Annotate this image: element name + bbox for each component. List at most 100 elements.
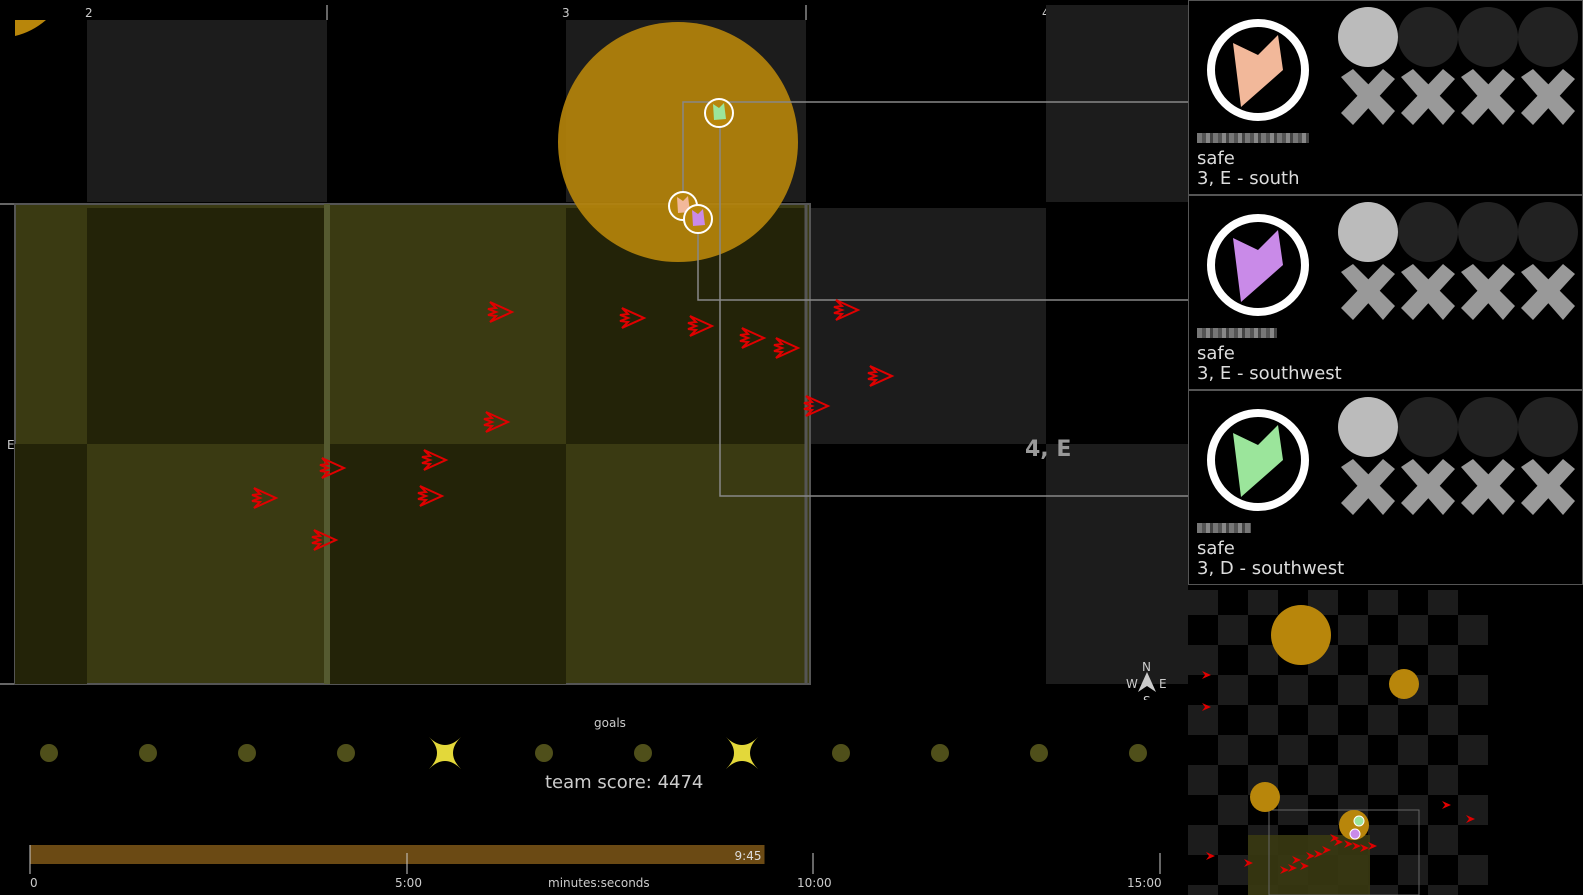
player-avatar-icon bbox=[1207, 19, 1309, 121]
mini-map-tile bbox=[1308, 705, 1338, 735]
mini-map-tile bbox=[1218, 855, 1248, 885]
mini-enemy-icon bbox=[1306, 852, 1315, 860]
player-avatar-icon bbox=[1207, 409, 1309, 511]
compass-arrow-icon bbox=[1138, 672, 1156, 692]
goal-pending-icon bbox=[337, 744, 355, 762]
mini-danger-zone bbox=[1389, 669, 1419, 699]
player-card-2[interactable]: safe 3, E - southwest bbox=[1188, 195, 1583, 390]
mini-map-tile bbox=[1218, 615, 1248, 645]
player-marker-3[interactable] bbox=[704, 98, 734, 128]
mini-map-tile bbox=[1338, 615, 1368, 645]
sector-label: 4, E bbox=[1025, 437, 1071, 462]
team-score: team score: 4474 bbox=[545, 772, 704, 793]
player-status: safe bbox=[1197, 343, 1235, 364]
mini-map-tile bbox=[1398, 855, 1428, 885]
timeline-tick-label-5: 5:00 bbox=[395, 876, 422, 890]
player-location: 3, E - south bbox=[1197, 168, 1300, 189]
mini-map-tile bbox=[1338, 735, 1368, 765]
row-label-e: E bbox=[7, 438, 15, 452]
mini-map-tile bbox=[1458, 735, 1488, 765]
safe-area bbox=[14, 203, 811, 685]
enemy-icon bbox=[311, 529, 339, 551]
mini-map-tile bbox=[1188, 645, 1218, 675]
player-status: safe bbox=[1197, 538, 1235, 559]
goal-pending-icon bbox=[832, 744, 850, 762]
mini-map-tile bbox=[1458, 795, 1488, 825]
mini-map-tile bbox=[1428, 885, 1458, 895]
mini-enemy-icon bbox=[1368, 842, 1377, 850]
column-label-3: 3 bbox=[562, 6, 570, 20]
mini-map-tile bbox=[1428, 590, 1458, 615]
timeline-elapsed-bar bbox=[30, 845, 765, 864]
mini-map-tile bbox=[1248, 645, 1278, 675]
player-location: 3, D - southwest bbox=[1197, 558, 1345, 579]
enemy-group bbox=[251, 299, 895, 551]
mini-map-tile bbox=[1428, 645, 1458, 675]
mini-enemy-icon bbox=[1322, 846, 1331, 854]
timeline-tick-label-0: 0 bbox=[30, 876, 38, 890]
redacted-player-name bbox=[1197, 328, 1277, 338]
mini-map-tile bbox=[1368, 645, 1398, 675]
player-marker-2[interactable] bbox=[683, 204, 713, 234]
mini-player-marker bbox=[1349, 828, 1361, 840]
mini-enemy-icon bbox=[1300, 862, 1309, 870]
timeline-elapsed-label: 9:45 bbox=[735, 849, 762, 863]
player-card-1[interactable]: safe 3, E - south bbox=[1188, 0, 1583, 195]
mini-enemy-icon bbox=[1466, 815, 1475, 823]
compass: N W E S bbox=[1126, 660, 1167, 700]
goal-pending-icon bbox=[535, 744, 553, 762]
enemy-icon bbox=[833, 299, 861, 321]
mini-map-tile bbox=[1188, 590, 1218, 615]
goal-pending-icon bbox=[40, 744, 58, 762]
mini-map-tile bbox=[1278, 675, 1308, 705]
mini-enemy-icon bbox=[1352, 842, 1361, 850]
mini-enemy-icon bbox=[1344, 840, 1353, 848]
inventory-slots bbox=[1338, 202, 1578, 320]
mini-map-tile bbox=[1458, 675, 1488, 705]
mini-enemy-icon bbox=[1206, 852, 1215, 860]
mini-map[interactable] bbox=[1188, 590, 1583, 895]
mini-enemy-icon bbox=[1202, 703, 1211, 711]
mini-enemy-icon bbox=[1314, 850, 1323, 858]
enemy-icon bbox=[803, 395, 831, 417]
goal-pending-icon bbox=[1129, 744, 1147, 762]
mini-map-tile bbox=[1338, 675, 1368, 705]
player-card-3[interactable]: safe 3, D - southwest bbox=[1188, 390, 1583, 585]
mini-enemy-icon bbox=[1280, 866, 1289, 874]
player-shape-icon bbox=[1233, 230, 1283, 302]
inventory-slots bbox=[1338, 7, 1578, 125]
mini-enemy-group bbox=[1202, 671, 1475, 874]
enemy-icon bbox=[487, 301, 515, 323]
player-shape-icon bbox=[1233, 425, 1283, 497]
goal-pending-icon bbox=[238, 744, 256, 762]
goal-pending-icon bbox=[634, 744, 652, 762]
mini-map-tile bbox=[1458, 615, 1488, 645]
mini-map-tile bbox=[1278, 735, 1308, 765]
mini-map-tile bbox=[1428, 765, 1458, 795]
goal-pending-icon bbox=[1030, 744, 1048, 762]
timeline-ticks bbox=[29, 845, 1161, 874]
goal-completed-icon bbox=[726, 737, 758, 769]
mini-map-tile bbox=[1368, 885, 1398, 895]
svg-text:W: W bbox=[1126, 677, 1138, 691]
timeline: 9:45 bbox=[29, 845, 1161, 874]
timeline-tick-label-10: 10:00 bbox=[797, 876, 832, 890]
enemy-icon bbox=[619, 307, 647, 329]
column-label-2: 2 bbox=[85, 6, 93, 20]
player-panel-stack: safe 3, E - south safe 3, E - southwest bbox=[1188, 0, 1583, 585]
mini-map-tile bbox=[1398, 735, 1428, 765]
enemy-icon bbox=[739, 327, 767, 349]
mini-danger-zone bbox=[1250, 782, 1280, 812]
svg-text:E: E bbox=[1159, 677, 1167, 691]
main-map[interactable]: 2 3 4 E bbox=[0, 0, 1188, 700]
enemy-icon bbox=[417, 485, 445, 507]
mini-enemy-icon bbox=[1292, 856, 1301, 864]
danger-zone-fragment bbox=[15, 20, 46, 36]
left-ruler: E bbox=[0, 203, 15, 685]
mini-danger-zone bbox=[1271, 605, 1331, 665]
mini-enemy-icon bbox=[1244, 859, 1253, 867]
svg-text:S: S bbox=[1143, 694, 1151, 700]
inventory-slots bbox=[1338, 397, 1578, 515]
mini-map-tile bbox=[1368, 590, 1398, 615]
enemy-icon bbox=[251, 487, 279, 509]
